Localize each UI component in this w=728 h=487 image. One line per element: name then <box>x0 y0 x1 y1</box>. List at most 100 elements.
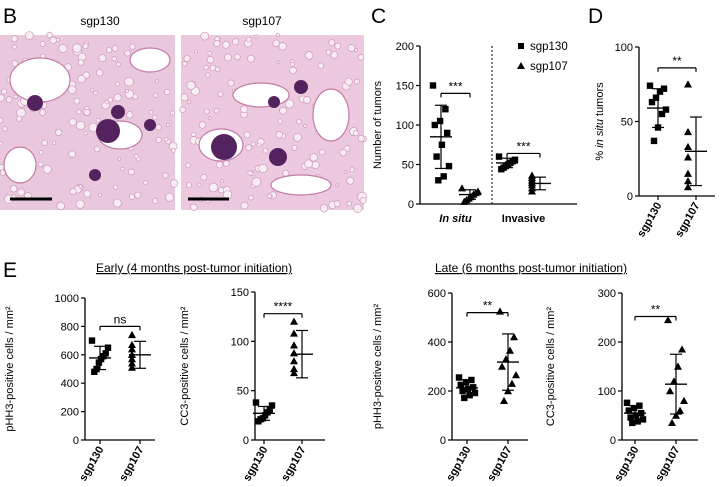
alveolus-mark <box>320 204 329 213</box>
data-point-square <box>652 94 660 101</box>
airway-lumen <box>232 82 290 108</box>
alveolus-mark <box>223 160 230 167</box>
alveolus-mark <box>186 80 196 90</box>
x-category-label: Invasive <box>502 213 545 225</box>
data-point-square <box>104 344 112 351</box>
alveolus-mark <box>39 109 47 116</box>
alveolus-mark <box>93 90 98 96</box>
alveolus-mark <box>346 176 355 185</box>
alveolus-mark <box>357 135 365 143</box>
alveolus-mark <box>75 199 85 209</box>
y-tick-label: 0 <box>408 199 414 211</box>
alveolus-mark <box>11 60 19 67</box>
alveolus-mark <box>240 105 249 114</box>
data-point-square <box>634 418 641 425</box>
data-point-square <box>431 121 438 129</box>
alveolus-mark <box>240 201 249 210</box>
alveolus-mark <box>346 201 352 207</box>
data-point-triangle <box>510 333 518 341</box>
alveolus-mark <box>98 54 107 62</box>
data-point-triangle <box>684 127 692 136</box>
alveolus-mark <box>111 56 117 62</box>
tumor-nodule <box>96 119 120 143</box>
alveolus-mark <box>0 117 4 124</box>
alveolus-mark <box>58 44 68 53</box>
alveolus-mark <box>152 114 158 120</box>
alveolus-mark <box>153 92 159 98</box>
alveolus-mark <box>248 195 254 201</box>
data-point-square <box>455 374 463 381</box>
y-axis-label: pHH3-positive cells / mm² <box>4 306 16 432</box>
data-point-triangle <box>676 406 684 414</box>
alveolus-mark <box>224 53 232 62</box>
alveolus-mark <box>234 53 241 61</box>
y-tick-label: 0 <box>440 435 446 447</box>
data-point-triangle <box>496 307 504 315</box>
data-point-square <box>656 88 664 95</box>
alveolus-mark <box>186 182 192 188</box>
alveolus-mark <box>185 162 191 169</box>
data-point-triangle <box>128 363 136 371</box>
y-tick-label: 100 <box>396 120 414 132</box>
y-axis-label: Number of tumors <box>372 80 384 169</box>
data-point-square <box>495 153 503 160</box>
alveolus-mark <box>113 184 119 190</box>
data-point-triangle <box>290 368 298 377</box>
data-point-triangle <box>684 153 692 161</box>
y-tick-label: 200 <box>428 386 446 398</box>
chart-e3: 0 200 400 600 pHH3-positive cells / mm² sgp13… <box>372 288 528 483</box>
data-point-triangle <box>128 359 136 367</box>
alveolus-mark <box>52 140 57 145</box>
alveolus-mark <box>335 183 340 188</box>
x-category-label: sgp107 <box>279 445 308 484</box>
data-point-triangle <box>680 396 688 404</box>
alveolus-mark <box>38 150 44 155</box>
data-point-square <box>457 381 464 389</box>
alveolus-mark <box>107 97 114 103</box>
x-category-label: sgp130 <box>77 445 106 484</box>
alveolus-mark <box>170 179 179 188</box>
alveolus-mark <box>115 81 120 87</box>
alveolus-mark <box>243 131 251 139</box>
tumor-nodule <box>268 96 280 108</box>
y-axis-label: CC3-positive cells / mm² <box>545 307 557 427</box>
alveolus-mark <box>95 69 104 77</box>
alveolus-mark <box>275 33 280 37</box>
alveolus-mark <box>278 42 287 51</box>
alveolus-mark <box>334 42 342 50</box>
alveolus-mark <box>293 133 302 142</box>
alveolus-mark <box>247 170 253 176</box>
x-category-label: In situ <box>439 213 472 225</box>
y-tick-label: 400 <box>61 378 79 390</box>
data-point-square <box>466 392 473 399</box>
airway-lumen <box>3 146 37 184</box>
y-tick-label: 200 <box>61 407 79 419</box>
alveolus-mark <box>125 89 129 93</box>
alveolus-mark <box>165 192 174 202</box>
micrograph-label-sgp107: sgp107 <box>242 14 282 28</box>
alveolus-mark <box>120 166 125 172</box>
data-point-triangle <box>500 396 508 404</box>
alveolus-mark <box>170 110 176 116</box>
data-point-square <box>627 414 634 421</box>
data-point-triangle <box>290 341 298 349</box>
y-tick-label: 600 <box>428 288 446 300</box>
alveolus-mark <box>319 149 326 156</box>
chart-e2: 0 50 100 150 CC3-positive cells / mm² sgp130 s… <box>179 287 325 483</box>
alveolus-mark <box>149 110 154 115</box>
data-point-square <box>442 106 449 113</box>
data-point-square <box>433 153 440 160</box>
panel-label-c: C <box>371 5 386 28</box>
data-point-triangle <box>664 315 672 324</box>
alveolus-mark <box>222 40 230 49</box>
tumor-nodule <box>144 119 156 131</box>
chart-c: 0 50 100 150 200 Number of tumors In situ Invas… <box>372 41 577 225</box>
data-point-triangle <box>128 340 136 349</box>
data-point-square <box>429 82 437 89</box>
alveolus-mark <box>2 126 8 132</box>
alveolus-mark <box>83 131 88 136</box>
alveolus-mark <box>72 43 82 53</box>
data-point-square <box>625 407 632 414</box>
data-point-square <box>658 110 666 118</box>
